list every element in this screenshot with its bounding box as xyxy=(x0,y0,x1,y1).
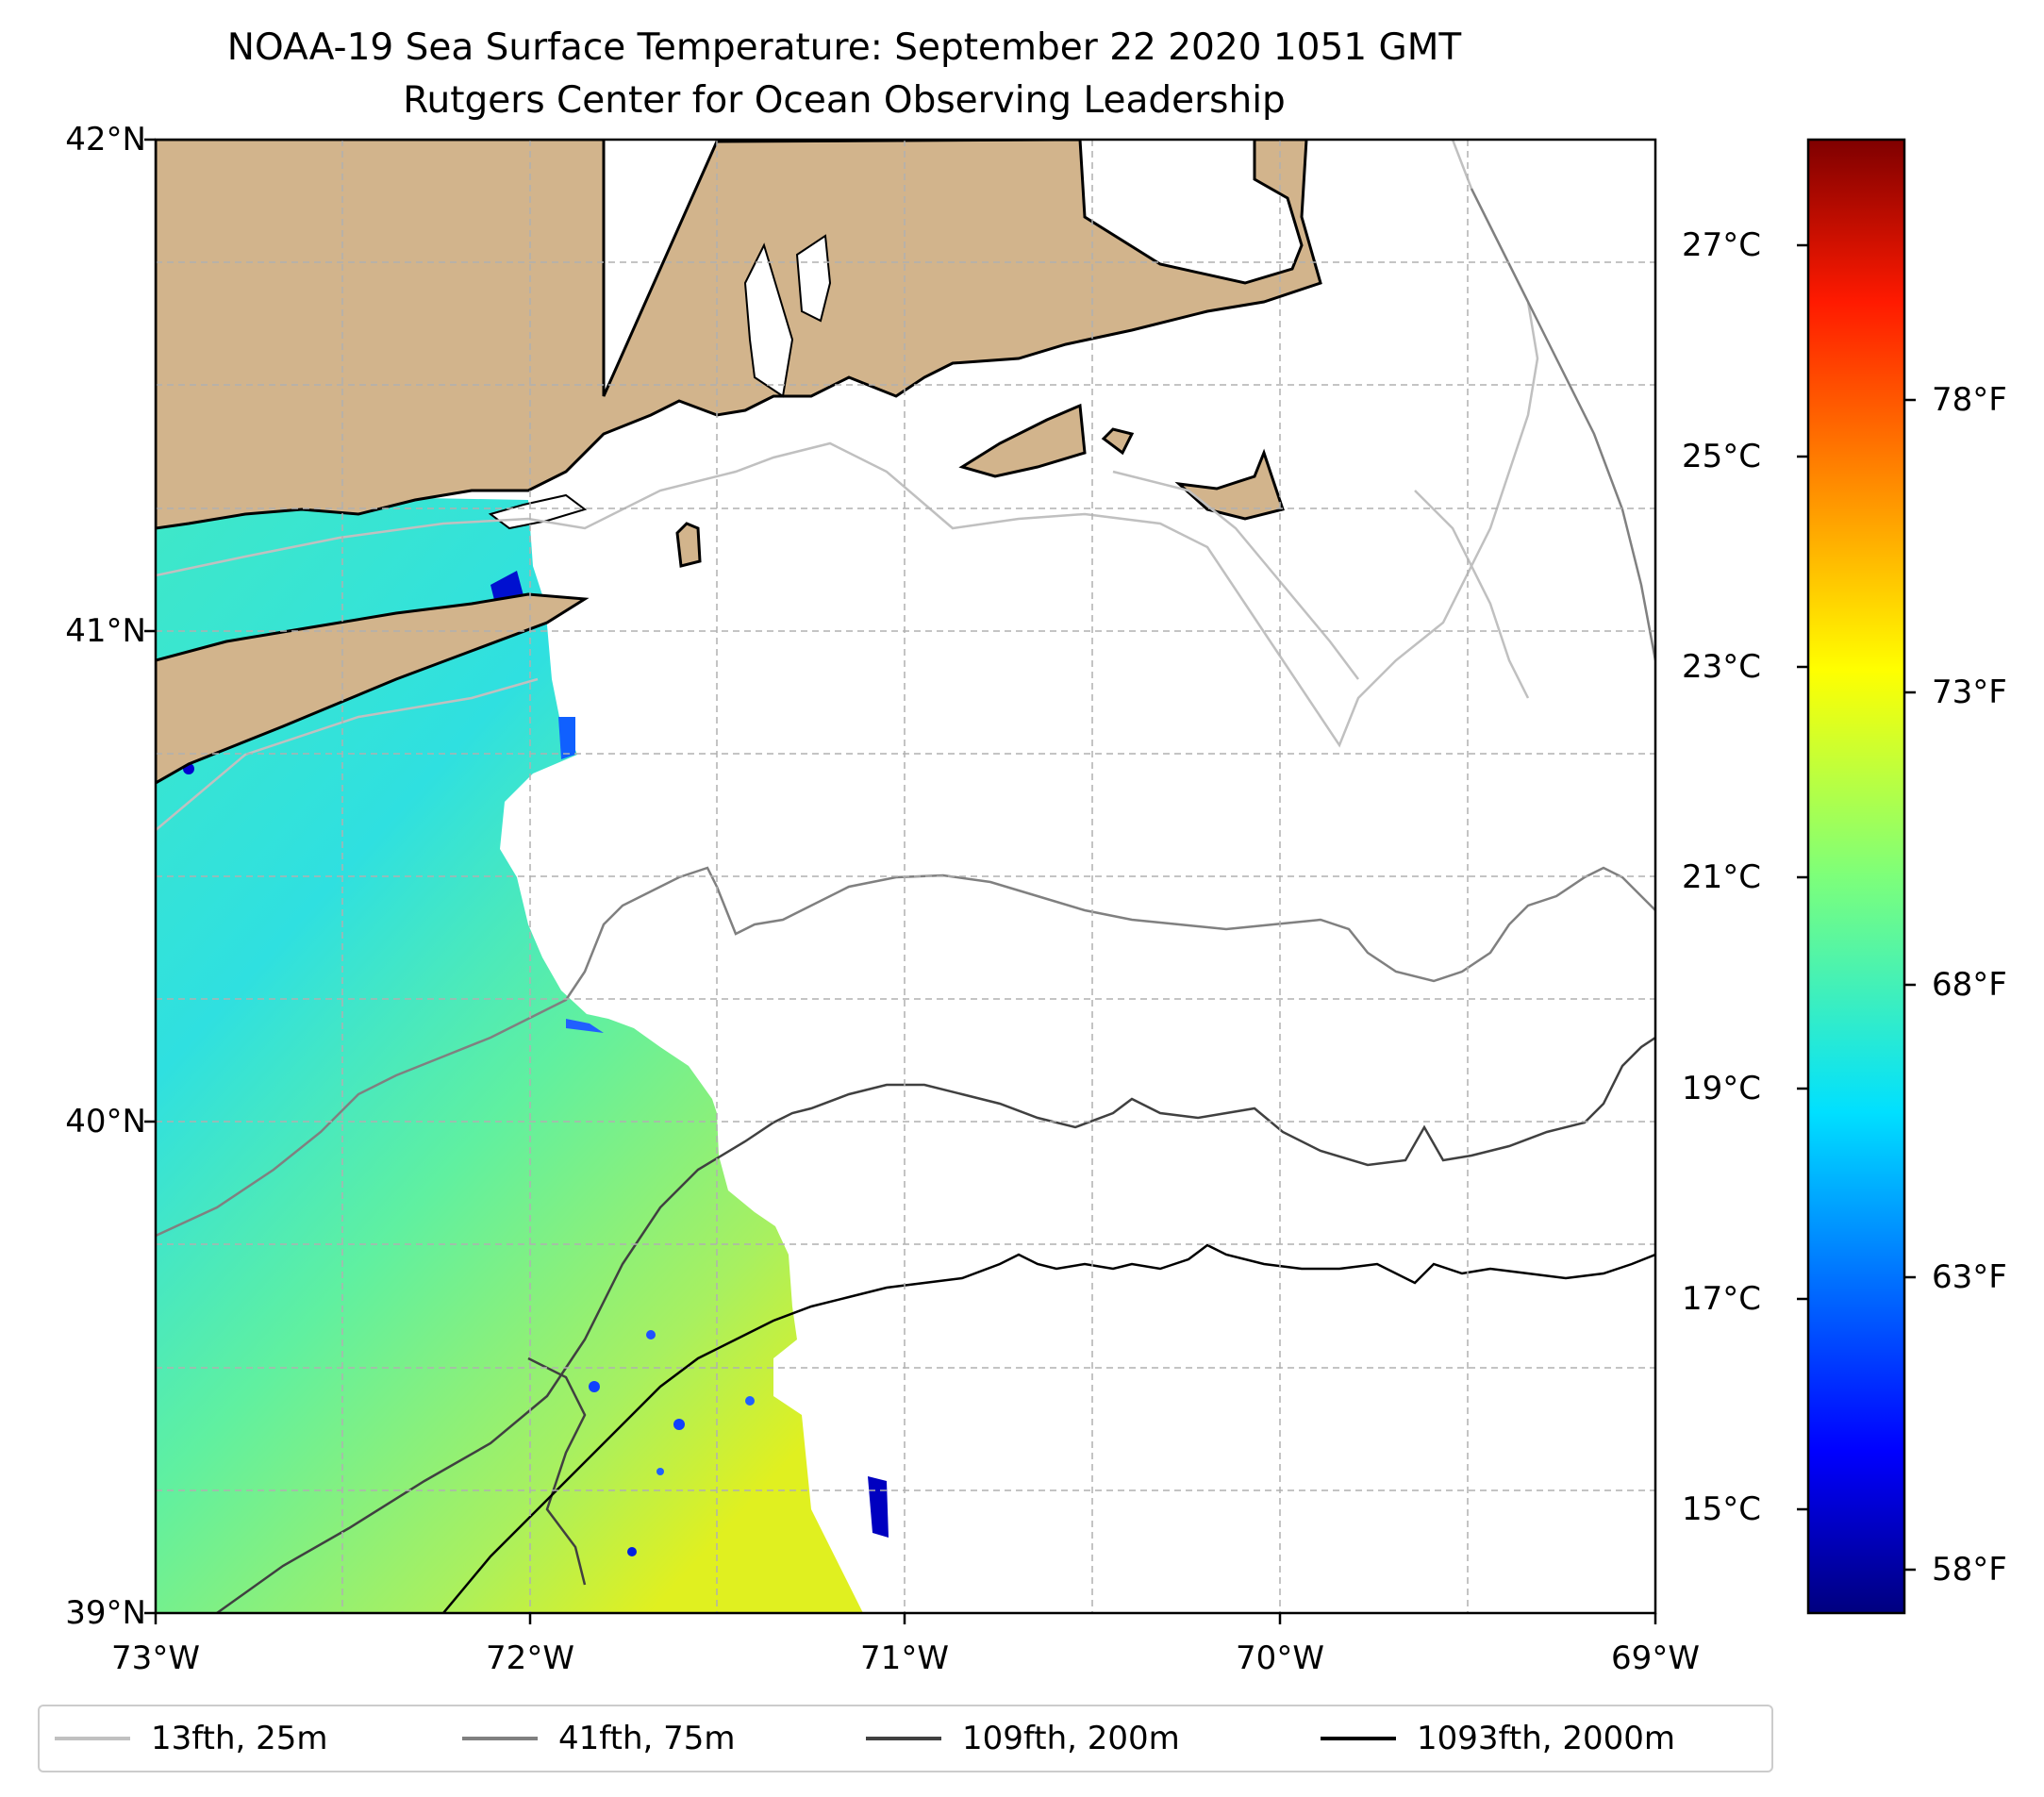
lon-tick-label: 72°W xyxy=(486,1639,574,1677)
lon-tick-label: 69°W xyxy=(1611,1639,1700,1677)
colorbar-fahrenheit-label: 68°F xyxy=(1932,966,2007,1004)
legend-item-75m: 41fth, 75m xyxy=(462,1706,736,1771)
legend-line-swatch xyxy=(55,1737,130,1740)
colorbar-fahrenheit-label: 78°F xyxy=(1932,381,2007,419)
legend-line-swatch xyxy=(1321,1737,1396,1740)
legend-label: 13fth, 25m xyxy=(151,1720,328,1757)
colorbar-fahrenheit-label: 58°F xyxy=(1932,1551,2007,1589)
chart-subtitle: Rutgers Center for Ocean Observing Leade… xyxy=(0,79,1688,123)
colorbar-celsius-label: 19°C xyxy=(1682,1070,1761,1107)
legend: 13fth, 25m 41fth, 75m 109fth, 200m 1093f… xyxy=(38,1705,1773,1772)
colorbar-celsius-label: 21°C xyxy=(1682,858,1761,896)
map-area xyxy=(156,140,1655,1613)
colorbar-fahrenheit-label: 63°F xyxy=(1932,1258,2007,1296)
lon-tick-label: 73°W xyxy=(111,1639,200,1677)
lat-tick-label: 41°N xyxy=(65,612,146,650)
legend-label: 41fth, 75m xyxy=(558,1720,736,1757)
colorbar-fahrenheit-label: 73°F xyxy=(1932,674,2007,711)
legend-item-200m: 109fth, 200m xyxy=(866,1706,1180,1771)
lat-tick-label: 39°N xyxy=(65,1594,146,1632)
colorbar-celsius-label: 17°C xyxy=(1682,1280,1761,1318)
legend-item-25m: 13fth, 25m xyxy=(55,1706,328,1771)
legend-label: 1093fth, 2000m xyxy=(1417,1720,1675,1757)
colorbar-celsius-label: 15°C xyxy=(1682,1490,1761,1528)
colorbar-celsius-label: 27°C xyxy=(1682,226,1761,264)
legend-item-2000m: 1093fth, 2000m xyxy=(1321,1706,1675,1771)
legend-label: 109fth, 200m xyxy=(962,1720,1180,1757)
chart-title: NOAA-19 Sea Surface Temperature: Septemb… xyxy=(0,26,1688,70)
lat-tick-label: 42°N xyxy=(65,121,146,158)
legend-line-swatch xyxy=(462,1737,538,1740)
lat-tick-label: 40°N xyxy=(65,1103,146,1140)
land xyxy=(156,140,1321,783)
lon-tick-label: 70°W xyxy=(1236,1639,1324,1677)
lon-tick-label: 71°W xyxy=(860,1639,949,1677)
colorbar-celsius-label: 23°C xyxy=(1682,648,1761,686)
legend-line-swatch xyxy=(866,1737,941,1740)
colorbar xyxy=(1808,140,1904,1613)
colorbar-celsius-label: 25°C xyxy=(1682,438,1761,475)
